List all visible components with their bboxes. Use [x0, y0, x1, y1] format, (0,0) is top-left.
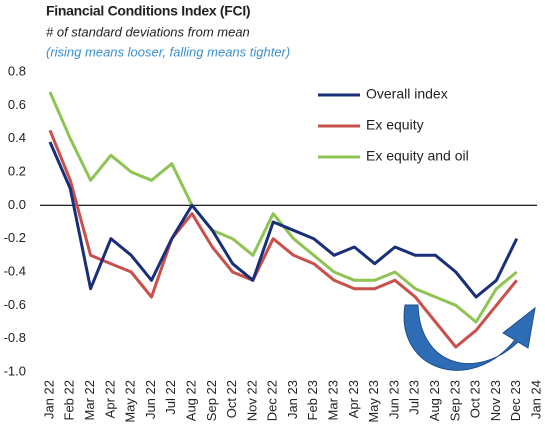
x-tick-label: Mar 23 [326, 380, 341, 420]
y-tick-label: -0.6 [4, 297, 26, 312]
chart-title: Financial Conditions Index (FCI) [46, 3, 250, 19]
x-tick-label: Feb 22 [62, 380, 77, 420]
x-tick-label: Aug 22 [183, 380, 198, 421]
x-tick-label: Mar 22 [82, 380, 97, 420]
y-tick-label: 0.0 [8, 197, 26, 212]
chart-subtitle: # of standard deviations from mean [46, 24, 250, 39]
x-tick-label: Nov 23 [488, 380, 503, 421]
y-tick-label: -0.2 [4, 230, 26, 245]
x-tick-label: May 23 [366, 380, 381, 423]
x-tick-label: Nov 22 [244, 380, 259, 421]
series-line [48, 141, 519, 299]
y-tick-label: 0.8 [8, 63, 26, 78]
y-tick-label: 0.4 [8, 130, 26, 145]
y-tick-label: 0.6 [8, 97, 26, 112]
x-tick-label: Oct 22 [224, 380, 239, 418]
arrow-annotation [403, 304, 536, 371]
x-tick-label: Jan 24 [528, 380, 543, 419]
x-tick-label: Jan 23 [285, 380, 300, 419]
x-tick-label: Apr 22 [102, 380, 117, 418]
series-line [48, 91, 518, 324]
x-tick-label: Sep 22 [204, 380, 219, 421]
legend-label: Ex equity and oil [366, 148, 469, 164]
legend-label: Overall index [366, 86, 448, 102]
y-tick-label: -0.8 [4, 330, 26, 345]
x-tick-label: Jul 22 [163, 380, 178, 415]
x-tick-label: Oct 23 [468, 380, 483, 418]
x-tick-label: May 22 [123, 380, 138, 423]
y-tick-label: -0.4 [4, 263, 26, 278]
y-tick-label: -1.0 [4, 363, 26, 378]
series-line [48, 129, 518, 349]
x-tick-label: Sep 23 [447, 380, 462, 421]
x-tick-label: Jul 23 [407, 380, 422, 415]
x-tick-label: Feb 23 [305, 380, 320, 420]
x-tick-label: Jun 23 [386, 380, 401, 419]
x-tick-label: Apr 23 [346, 380, 361, 418]
chart-note: (rising means looser, falling means tigh… [46, 44, 290, 59]
legend-label: Ex equity [366, 117, 424, 133]
x-tick-label: Jan 22 [41, 380, 56, 419]
x-tick-label: Jun 22 [143, 380, 158, 419]
x-tick-label: Aug 23 [427, 380, 442, 421]
y-tick-label: 0.2 [8, 163, 26, 178]
x-tick-label: Dec 23 [508, 380, 523, 421]
x-tick-label: Dec 22 [265, 380, 280, 421]
